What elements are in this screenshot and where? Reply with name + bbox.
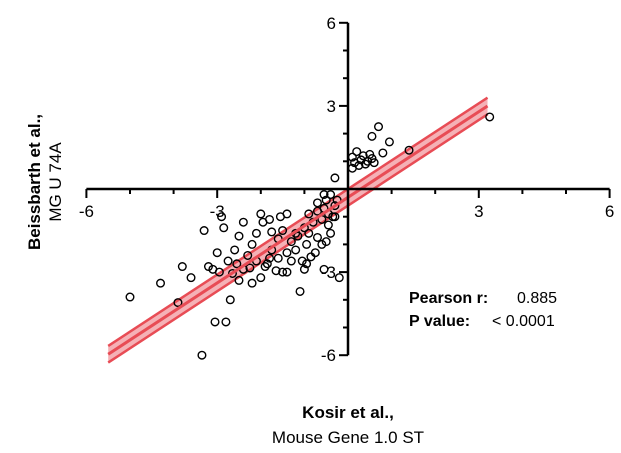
data-point <box>302 259 312 269</box>
p-value-label: P value: <box>409 313 470 330</box>
data-point <box>360 159 370 169</box>
data-point <box>245 263 255 273</box>
data-point <box>291 245 301 255</box>
data-point <box>221 317 231 327</box>
y-axis-label-sub: MG U 74A <box>46 142 65 222</box>
data-point <box>378 148 388 158</box>
data-point <box>256 209 266 219</box>
data-point <box>275 212 285 222</box>
data-point <box>265 214 275 224</box>
data-point <box>330 201 340 211</box>
y-axis-label-bold: Beissbarth et al., <box>25 114 44 250</box>
x-tick-label: -3 <box>210 202 225 221</box>
data-point <box>214 267 224 277</box>
data-point <box>485 112 495 122</box>
data-point <box>247 278 257 288</box>
data-point <box>278 267 288 277</box>
data-point <box>212 248 222 258</box>
data-point <box>326 228 336 238</box>
data-point <box>234 231 244 241</box>
data-point <box>227 268 237 278</box>
pearson-value: 0.885 <box>517 290 557 307</box>
upper-confidence-line <box>107 96 489 347</box>
data-point <box>230 245 240 255</box>
data-point <box>265 253 275 263</box>
data-point <box>199 226 209 236</box>
data-point <box>286 256 296 266</box>
data-point <box>203 262 213 272</box>
data-point <box>238 217 248 227</box>
regression-line <box>107 104 489 356</box>
data-point <box>177 262 187 272</box>
data-point <box>321 237 331 247</box>
pearson-label: Pearson r: <box>409 290 488 307</box>
data-point <box>210 317 220 327</box>
data-point <box>374 122 384 132</box>
tick-labels: -6 -3 3 6 -6 -3 3 6 <box>79 14 614 365</box>
data-point <box>125 292 135 302</box>
data-point <box>232 259 242 269</box>
data-points <box>125 112 495 360</box>
data-point <box>278 226 288 236</box>
data-point <box>256 273 266 283</box>
data-point <box>197 350 207 360</box>
data-point <box>384 137 394 147</box>
data-point <box>225 295 235 305</box>
data-point <box>282 248 292 258</box>
axes <box>85 21 611 357</box>
lower-confidence-line <box>107 113 489 364</box>
data-point <box>295 286 305 296</box>
data-point <box>156 278 166 288</box>
data-point <box>302 239 312 249</box>
data-point <box>223 256 233 266</box>
data-point <box>326 190 336 200</box>
data-point <box>243 250 253 260</box>
data-point <box>260 262 270 272</box>
y-tick-label: -6 <box>321 346 336 365</box>
data-point <box>321 195 331 205</box>
data-point <box>219 223 229 233</box>
data-point <box>352 147 362 157</box>
x-tick-label: -6 <box>79 202 94 221</box>
x-axis-label-sub: Mouse Gene 1.0 ST <box>272 428 424 447</box>
data-point <box>251 228 261 238</box>
data-point <box>286 237 296 247</box>
y-tick-label: 3 <box>327 97 336 116</box>
x-axis-label-bold: Kosir et al., <box>302 403 394 422</box>
data-point <box>312 198 322 208</box>
data-point <box>330 173 340 183</box>
y-tick-label: -3 <box>321 263 336 282</box>
data-point <box>367 154 377 164</box>
x-tick-label: 6 <box>605 202 614 221</box>
data-point <box>312 206 322 216</box>
data-point <box>319 264 329 274</box>
data-point <box>293 231 303 241</box>
data-point <box>217 212 227 222</box>
data-point <box>312 232 322 242</box>
data-point <box>367 131 377 141</box>
x-tick-label: 3 <box>474 202 483 221</box>
y-tick-label: 6 <box>327 14 336 33</box>
data-point <box>334 273 344 283</box>
data-point <box>234 275 244 285</box>
fit-line <box>107 104 489 356</box>
data-point <box>186 273 196 283</box>
data-point <box>323 220 333 230</box>
data-point <box>282 267 292 277</box>
data-point <box>304 228 314 238</box>
data-point <box>247 239 257 249</box>
data-point <box>273 253 283 263</box>
data-point <box>306 252 316 262</box>
p-value-value: < 0.0001 <box>492 313 555 330</box>
data-point <box>262 259 272 269</box>
data-point <box>404 145 414 155</box>
data-point <box>299 264 309 274</box>
data-point <box>271 266 281 276</box>
data-point <box>319 190 329 200</box>
data-point <box>267 227 277 237</box>
data-point <box>304 209 314 219</box>
data-point <box>173 298 183 308</box>
data-point <box>330 212 340 222</box>
